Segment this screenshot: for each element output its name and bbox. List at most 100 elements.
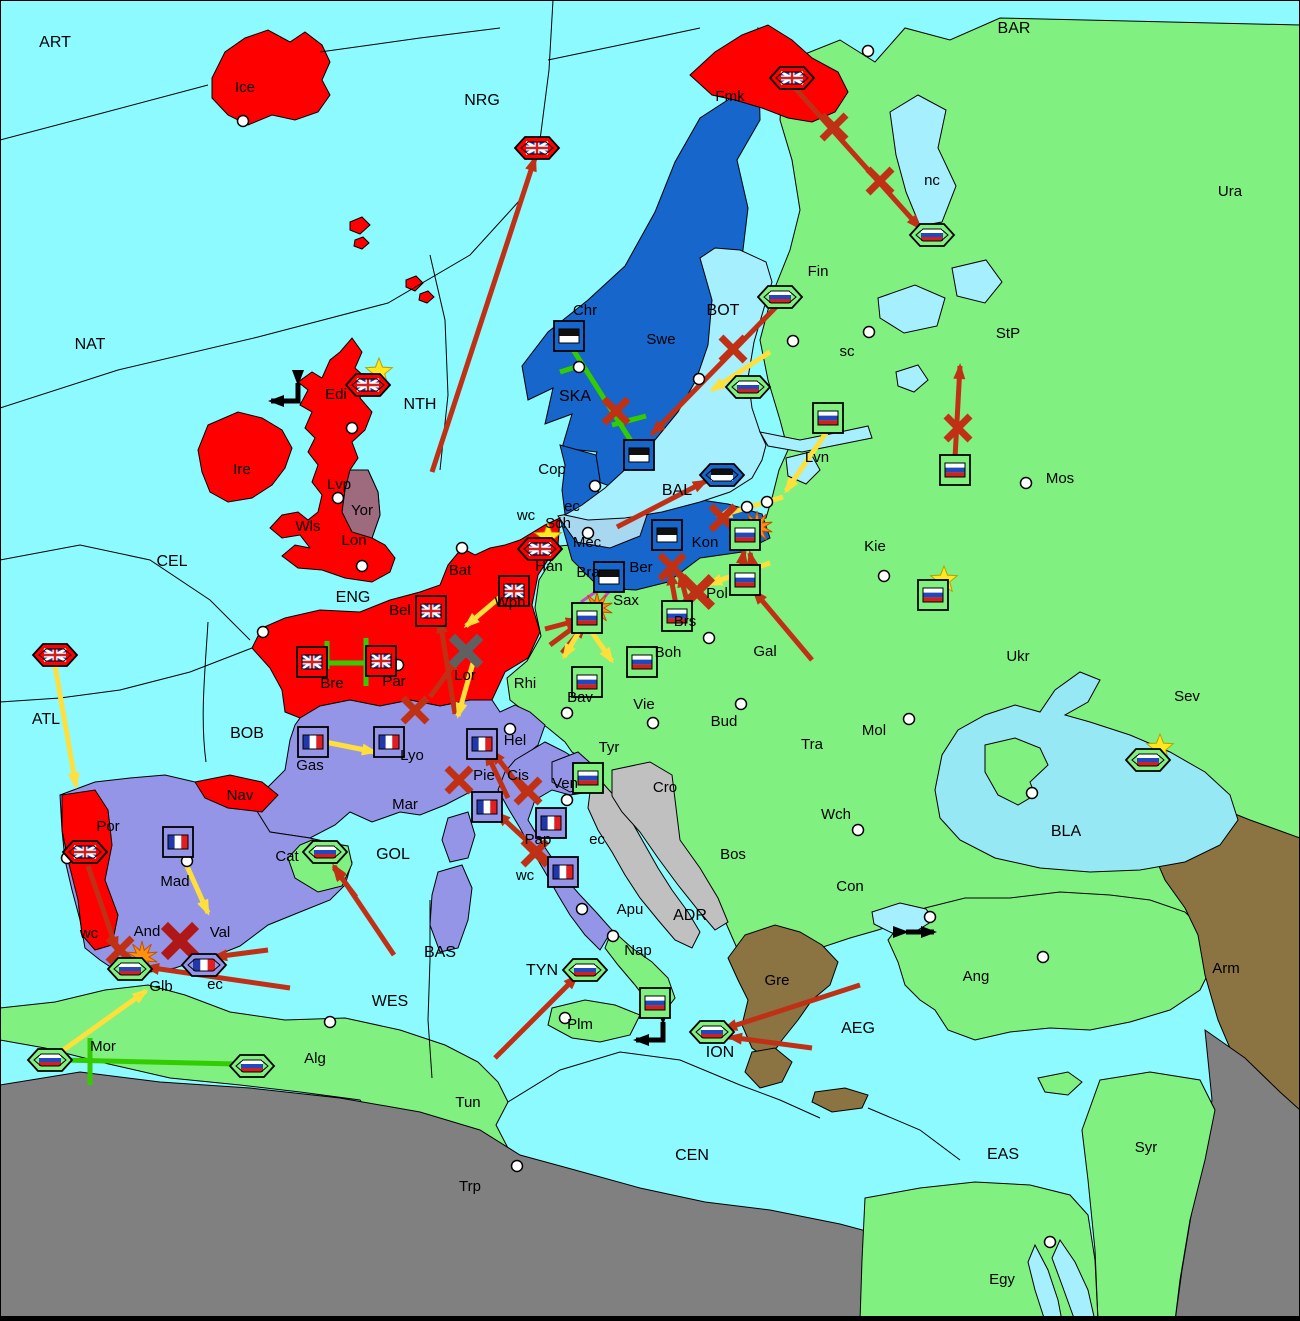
red-order-arrow (429, 155, 538, 473)
region-faroe-2[interactable] (353, 236, 370, 250)
unit-army-russia-Sax[interactable] (571, 602, 603, 634)
unit-fleet-russia-Alg[interactable] (228, 1054, 276, 1078)
failed-move-x-marker-stroke (657, 552, 687, 582)
flag-stripe (1137, 754, 1159, 758)
flag-border (38, 648, 72, 662)
unit-fleet-russia-ION[interactable] (688, 1020, 736, 1044)
unit-army-germany-Ber[interactable] (651, 519, 683, 551)
flag-stripe (769, 295, 791, 299)
unit-fleet-uk-Por[interactable] (61, 840, 109, 864)
unit-army-russia-Boh[interactable] (626, 646, 658, 678)
territory-label-Hel: Hel (504, 732, 527, 749)
unit-army-france-Rom[interactable] (547, 856, 579, 888)
region-greece[interactable] (727, 924, 839, 1061)
unit-fleet-uk-ATL[interactable] (31, 643, 79, 667)
territory-label-ec: ec (564, 498, 580, 515)
region-white-sea[interactable] (889, 94, 957, 227)
unit-army-germany-Chr[interactable] (553, 320, 585, 352)
flag-stripe (541, 816, 548, 830)
unit-army-germany-Swe[interactable] (623, 439, 655, 471)
red-order-arrow (494, 810, 552, 864)
region-faroe-1[interactable] (349, 216, 371, 235)
unit-army-russia-Kon[interactable] (729, 519, 761, 551)
region-finnmark[interactable] (689, 24, 849, 123)
unit-army-russia-Tyr[interactable] (572, 762, 604, 794)
unit-army-russia-Pol[interactable] (729, 564, 761, 596)
unit-fleet-russia-nc[interactable] (908, 223, 956, 247)
region-lake-ladoga[interactable] (877, 284, 946, 334)
territory-label-Fmk: Fmk (715, 88, 745, 105)
supply-center-dot (331, 491, 345, 505)
region-red-sea-inlet-2[interactable] (1051, 1238, 1096, 1321)
region-shetland-1[interactable] (405, 275, 424, 292)
supply-center-dot (851, 823, 865, 837)
region-red-sea-inlet-1[interactable] (1027, 1243, 1063, 1321)
unit-fleet-uk-NRG[interactable] (513, 136, 561, 160)
unit-army-russia-Mos[interactable] (939, 454, 971, 486)
unit-army-uk-Par[interactable] (365, 645, 397, 677)
unit-fleet-germany-BAL[interactable] (698, 463, 746, 487)
unit-fleet-russia-BOT-s[interactable] (724, 375, 772, 399)
region-sardinia[interactable] (429, 864, 473, 953)
flag-stripe (316, 735, 323, 749)
territory-label-sc: sc (840, 343, 856, 360)
red-order-arrow (493, 973, 580, 1060)
unit-army-uk-Bel[interactable] (415, 595, 447, 627)
region-syria[interactable] (1081, 1071, 1216, 1321)
region-shetland-2[interactable] (418, 290, 435, 304)
flag-stripe (314, 854, 336, 858)
unit-army-russia-Bav[interactable] (571, 666, 603, 698)
region-lake-onega[interactable] (951, 259, 1003, 304)
region-corsica[interactable] (441, 811, 476, 863)
unit-fleet-uk-Han[interactable] (516, 537, 564, 561)
territory-label-Par: Par (382, 673, 405, 690)
unit-army-france-Mad[interactable] (162, 826, 194, 858)
region-turkey[interactable] (887, 891, 1216, 1041)
flag-border (113, 962, 147, 976)
region-peloponnese[interactable] (744, 1047, 793, 1089)
unit-army-russia-Kie[interactable] (917, 579, 949, 611)
unit-army-france-Lyo[interactable] (373, 726, 405, 758)
flag-stripe (701, 1026, 723, 1030)
region-croatia-strip[interactable] (611, 761, 729, 931)
unit-army-france-Pie[interactable] (471, 791, 503, 823)
unit-army-france-Pap[interactable] (535, 807, 567, 839)
region-crete[interactable] (811, 1087, 869, 1113)
region-marmara-sea[interactable] (871, 902, 935, 934)
unit-fleet-russia-Sev[interactable] (1124, 748, 1172, 772)
unit-fleet-uk-Fmk[interactable] (768, 66, 816, 90)
unit-fleet-russia-BOT-n[interactable] (756, 285, 804, 309)
unit-fleet-russia-Mor[interactable] (26, 1048, 74, 1072)
unit-fleet-france-Val-ec[interactable] (180, 953, 228, 977)
unit-fleet-russia-TYN[interactable] (561, 958, 609, 982)
unit-army-russia-Lvn[interactable] (812, 402, 844, 434)
unit-fleet-russia-Cat[interactable] (301, 840, 349, 864)
sea-label-NAT: NAT (75, 336, 106, 353)
flag-border (817, 410, 839, 426)
region-apulia-strip[interactable] (587, 779, 701, 949)
unit-army-russia-Brs[interactable] (661, 600, 693, 632)
region-navarre[interactable] (194, 774, 279, 813)
region-ireland[interactable] (197, 411, 293, 503)
unit-army-france-Hel[interactable] (466, 728, 498, 760)
unit-fleet-uk-Edi[interactable] (344, 373, 392, 397)
flag-stripe (578, 771, 598, 776)
region-gulf-of-finland[interactable] (759, 425, 873, 453)
unit-army-russia-Cal[interactable] (639, 987, 671, 1019)
flag-stripe (632, 659, 652, 665)
region-sicily[interactable] (547, 999, 641, 1043)
unit-army-uk-Bre[interactable] (296, 646, 328, 678)
unit-army-france-Gas[interactable] (297, 726, 329, 758)
flag-stripe (574, 964, 596, 968)
unit-army-uk-Wph[interactable] (498, 575, 530, 607)
flag-border (476, 799, 498, 815)
red-order-arrow (615, 478, 709, 530)
flag-stripe (559, 865, 567, 879)
region-lake-small[interactable] (895, 364, 929, 393)
unit-fleet-russia-Glb[interactable] (106, 957, 154, 981)
unit-army-germany-Bra[interactable] (593, 561, 625, 593)
flag-stripe (657, 528, 677, 535)
region-cyprus[interactable] (1037, 1071, 1083, 1096)
sea-border-line (507, 1051, 741, 1103)
